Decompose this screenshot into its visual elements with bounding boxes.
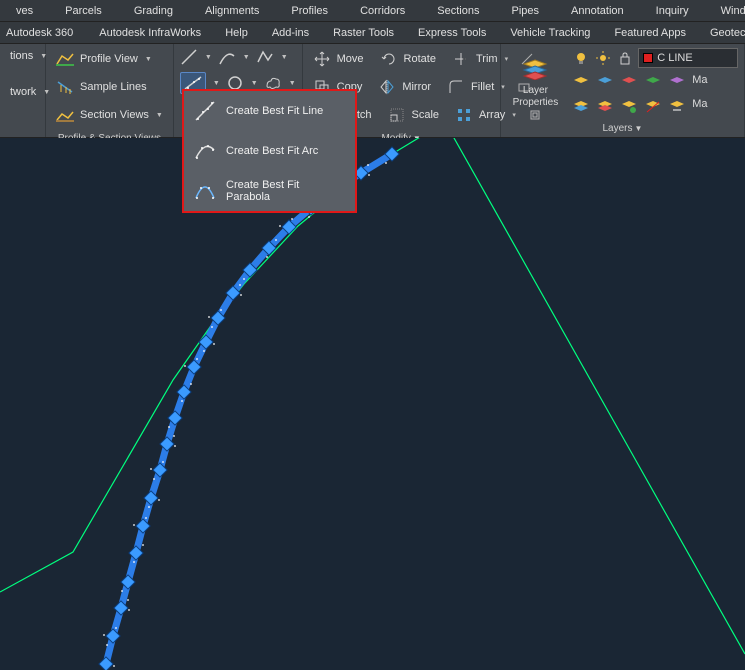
partial-label: twork bbox=[10, 86, 36, 98]
layer-state-icon[interactable] bbox=[644, 74, 662, 92]
layer-state-icon[interactable] bbox=[596, 74, 614, 92]
mirror-icon bbox=[378, 78, 396, 96]
lock-icon[interactable] bbox=[616, 49, 634, 67]
partial-label: tions bbox=[10, 50, 33, 62]
chevron-down-icon[interactable]: ▼ bbox=[251, 80, 258, 87]
trim-icon bbox=[452, 50, 470, 68]
arc-icon[interactable] bbox=[218, 48, 236, 66]
menubar-item[interactable]: Help bbox=[213, 27, 260, 39]
best-fit-line-icon bbox=[194, 100, 216, 122]
fillet-button[interactable]: Fillet ▾ bbox=[443, 76, 509, 98]
layer-color-swatch bbox=[643, 53, 653, 63]
mirror-button[interactable]: Mirror bbox=[374, 76, 435, 98]
array-icon bbox=[455, 106, 473, 124]
best-fit-flyout: Create Best Fit Line Create Best Fit Arc… bbox=[182, 89, 357, 213]
current-layer-label: C LINE bbox=[657, 52, 692, 64]
mirror-label: Mirror bbox=[402, 81, 431, 93]
partial-button[interactable]: twork▼ bbox=[6, 84, 39, 100]
layer-combo[interactable]: C LINE bbox=[638, 48, 738, 68]
menubar-item[interactable]: Alignments bbox=[189, 5, 275, 17]
sample-lines-button[interactable]: Sample Lines bbox=[52, 76, 167, 98]
chevron-down-icon: ▼ bbox=[156, 112, 163, 119]
bulb-icon[interactable] bbox=[572, 49, 590, 67]
rotate-label: Rotate bbox=[404, 53, 436, 65]
scale-icon bbox=[388, 106, 406, 124]
scale-label: Scale bbox=[412, 109, 440, 121]
profile-view-button[interactable]: Profile View ▼ bbox=[52, 48, 167, 70]
sample-lines-label: Sample Lines bbox=[80, 81, 147, 93]
fillet-icon bbox=[447, 78, 465, 96]
chevron-down-icon[interactable]: ▼ bbox=[213, 80, 220, 87]
section-views-icon bbox=[56, 106, 74, 124]
chevron-down-icon[interactable]: ▼ bbox=[205, 54, 212, 61]
menubar-item[interactable]: Profiles bbox=[275, 5, 344, 17]
flyout-item-label: Create Best Fit Line bbox=[226, 105, 323, 117]
polyline-icon[interactable] bbox=[256, 48, 274, 66]
panel-title bbox=[0, 119, 45, 137]
menubar-item[interactable]: Parcels bbox=[49, 5, 118, 17]
menubar-row-2: Autodesk 360 Autodesk InfraWorks Help Ad… bbox=[0, 22, 745, 44]
menubar-item[interactable]: Annotation bbox=[555, 5, 640, 17]
chevron-down-icon[interactable]: ▼ bbox=[289, 80, 296, 87]
move-label: Move bbox=[337, 53, 364, 65]
fillet-label: Fillet bbox=[471, 81, 494, 93]
layer-state-icon[interactable] bbox=[644, 98, 662, 116]
menubar-item[interactable]: Corridors bbox=[344, 5, 421, 17]
menubar-item[interactable]: Autodesk 360 bbox=[4, 27, 87, 39]
menubar-item[interactable]: Sections bbox=[421, 5, 495, 17]
best-fit-arc-icon bbox=[194, 140, 216, 162]
drawing-canvas[interactable] bbox=[0, 138, 745, 670]
menubar-item[interactable]: Express Tools bbox=[406, 27, 498, 39]
chevron-down-icon: ▼ bbox=[145, 56, 152, 63]
ma-label[interactable]: Ma bbox=[692, 98, 707, 116]
create-best-fit-arc[interactable]: Create Best Fit Arc bbox=[184, 131, 355, 171]
partial-button[interactable]: tions▼ bbox=[6, 48, 39, 64]
menubar-item[interactable]: ves bbox=[0, 5, 49, 17]
ma-label[interactable]: Ma bbox=[692, 74, 707, 92]
chevron-down-icon[interactable]: ▼ bbox=[281, 54, 288, 61]
layer-state-icon[interactable] bbox=[572, 98, 590, 116]
menubar-item[interactable]: Window bbox=[705, 5, 745, 17]
flyout-item-label: Create Best Fit Arc bbox=[226, 145, 318, 157]
layer-state-icon[interactable] bbox=[572, 74, 590, 92]
trim-label: Trim bbox=[476, 53, 498, 65]
layer-state-icon[interactable] bbox=[620, 98, 638, 116]
menubar-item[interactable]: Vehicle Tracking bbox=[498, 27, 602, 39]
panel-title: Layers▼ bbox=[501, 120, 745, 138]
menubar-item[interactable]: Geotech bbox=[698, 27, 745, 39]
layer-state-icon[interactable] bbox=[668, 98, 686, 116]
menubar-item[interactable]: Autodesk InfraWorks bbox=[87, 27, 213, 39]
scale-button[interactable]: Scale bbox=[384, 104, 444, 126]
layer-properties-icon bbox=[521, 55, 549, 83]
chevron-down-icon[interactable]: ▼ bbox=[243, 54, 250, 61]
layer-properties-button[interactable]: LayerProperties bbox=[507, 48, 565, 116]
profile-view-label: Profile View bbox=[80, 53, 138, 65]
layer-state-icon[interactable] bbox=[596, 98, 614, 116]
layer-state-icon[interactable] bbox=[668, 74, 686, 92]
move-icon bbox=[313, 50, 331, 68]
layer-state-icon[interactable] bbox=[620, 74, 638, 92]
create-best-fit-line[interactable]: Create Best Fit Line bbox=[184, 91, 355, 131]
ribbon: tions▼ twork▼ Profile View ▼ Sample bbox=[0, 44, 745, 138]
sun-icon[interactable] bbox=[594, 49, 612, 67]
layer-properties-label: LayerProperties bbox=[513, 85, 559, 109]
best-fit-parabola-icon bbox=[194, 180, 216, 202]
rotate-button[interactable]: Rotate bbox=[376, 48, 440, 70]
move-button[interactable]: Move bbox=[309, 48, 368, 70]
menubar-item[interactable]: Add-ins bbox=[260, 27, 321, 39]
menubar-item[interactable]: Pipes bbox=[496, 5, 556, 17]
menubar-item[interactable]: Raster Tools bbox=[321, 27, 406, 39]
line-icon[interactable] bbox=[180, 48, 198, 66]
section-views-button[interactable]: Section Views ▼ bbox=[52, 104, 167, 126]
section-views-label: Section Views bbox=[80, 109, 149, 121]
flyout-item-label: Create Best Fit Parabola bbox=[226, 179, 345, 203]
menubar-item[interactable]: Featured Apps bbox=[602, 27, 698, 39]
profile-view-icon bbox=[56, 50, 74, 68]
menubar-row-1: ves Parcels Grading Alignments Profiles … bbox=[0, 0, 745, 22]
menubar-item[interactable]: Inquiry bbox=[640, 5, 705, 17]
sample-lines-icon bbox=[56, 78, 74, 96]
create-best-fit-parabola[interactable]: Create Best Fit Parabola bbox=[184, 171, 355, 211]
rotate-icon bbox=[380, 50, 398, 68]
menubar-item[interactable]: Grading bbox=[118, 5, 189, 17]
